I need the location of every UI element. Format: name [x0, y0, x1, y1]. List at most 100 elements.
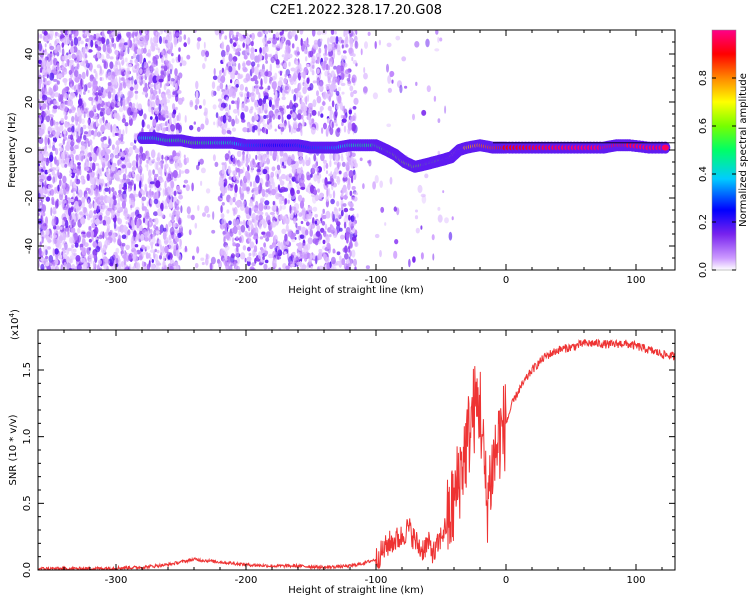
noise-speckle	[38, 201, 41, 209]
noise-speckle	[66, 248, 70, 255]
noise-speckle	[82, 46, 86, 55]
noise-speckle	[100, 109, 105, 117]
noise-speckle	[327, 117, 330, 124]
noise-speckle	[276, 154, 279, 163]
noise-speckle	[228, 65, 233, 73]
noise-speckle	[156, 190, 159, 199]
noise-speckle	[257, 63, 260, 68]
noise-speckle	[115, 203, 121, 211]
noise-speckle	[160, 252, 163, 256]
noise-speckle	[311, 164, 316, 173]
noise-speckle	[69, 220, 72, 225]
noise-speckle	[97, 259, 102, 265]
noise-speckle	[50, 234, 53, 239]
noise-speckle	[331, 43, 335, 48]
noise-speckle	[95, 245, 101, 253]
noise-speckle	[300, 220, 304, 225]
noise-speckle	[395, 35, 401, 41]
noise-speckle	[444, 217, 449, 224]
noise-speckle	[337, 50, 341, 56]
noise-speckle	[420, 193, 426, 198]
noise-speckle	[109, 193, 112, 200]
noise-speckle	[332, 190, 336, 199]
noise-speckle	[316, 68, 320, 75]
noise-speckle	[241, 103, 246, 112]
noise-speckle	[118, 76, 121, 85]
noise-speckle	[323, 162, 326, 172]
noise-speckle	[52, 236, 56, 245]
noise-speckle	[120, 59, 125, 65]
noise-speckle	[84, 53, 88, 59]
figure-title: C2E1.2022.328.17.20.G08	[270, 3, 442, 18]
noise-speckle	[105, 122, 111, 130]
noise-speckle	[110, 173, 114, 178]
noise-speckle	[297, 175, 300, 182]
noise-speckle	[243, 200, 246, 205]
noise-speckle	[325, 215, 331, 219]
noise-speckle	[279, 70, 282, 76]
noise-speckle	[404, 85, 408, 89]
noise-speckle	[43, 112, 47, 121]
noise-speckle	[136, 62, 140, 70]
noise-speckle	[145, 211, 150, 218]
noise-speckle	[170, 180, 175, 189]
noise-speckle	[167, 255, 171, 260]
noise-speckle	[266, 214, 271, 221]
noise-speckle	[264, 250, 269, 255]
noise-speckle	[150, 198, 153, 205]
noise-speckle	[174, 162, 178, 169]
noise-speckle	[107, 82, 112, 86]
noise-speckle	[154, 243, 160, 247]
noise-speckle	[43, 152, 50, 157]
noise-speckle	[149, 241, 154, 246]
noise-speckle	[88, 152, 92, 156]
noise-speckle	[261, 155, 264, 164]
noise-speckle	[186, 54, 191, 60]
noise-speckle	[147, 60, 151, 64]
noise-speckle	[341, 156, 344, 162]
noise-speckle	[51, 196, 55, 203]
noise-speckle	[307, 205, 313, 214]
noise-speckle	[68, 97, 71, 107]
noise-speckle	[99, 180, 105, 184]
noise-speckle	[265, 237, 270, 242]
noise-speckle	[142, 80, 146, 85]
noise-speckle	[325, 85, 330, 90]
noise-speckle	[111, 234, 114, 239]
noise-speckle	[260, 71, 264, 76]
noise-speckle	[160, 30, 163, 35]
noise-speckle	[117, 30, 121, 35]
noise-speckle	[141, 251, 146, 255]
noise-speckle	[155, 47, 160, 51]
noise-speckle	[128, 263, 132, 270]
noise-speckle	[62, 250, 66, 254]
noise-speckle	[252, 191, 256, 200]
noise-speckle	[451, 216, 454, 221]
noise-speckle	[139, 168, 142, 176]
noise-speckle	[288, 173, 292, 178]
noise-speckle	[228, 176, 233, 180]
noise-speckle	[387, 75, 391, 84]
noise-speckle	[92, 215, 96, 220]
noise-speckle	[311, 57, 314, 62]
noise-speckle	[285, 52, 290, 60]
noise-speckle	[161, 105, 165, 111]
noise-speckle	[96, 131, 101, 138]
noise-speckle	[101, 30, 105, 38]
noise-speckle	[81, 196, 86, 204]
noise-speckle	[106, 224, 111, 232]
noise-speckle	[225, 44, 230, 53]
noise-speckle	[170, 77, 175, 82]
noise-speckle	[264, 71, 269, 77]
noise-speckle	[185, 184, 190, 192]
noise-speckle	[254, 101, 258, 106]
noise-speckle	[351, 249, 356, 258]
noise-speckle	[340, 114, 344, 119]
noise-speckle	[50, 188, 55, 196]
noise-speckle	[294, 237, 297, 240]
noise-speckle	[281, 161, 285, 166]
noise-speckle	[340, 62, 343, 69]
noise-speckle	[43, 66, 46, 71]
noise-speckle	[158, 229, 162, 235]
